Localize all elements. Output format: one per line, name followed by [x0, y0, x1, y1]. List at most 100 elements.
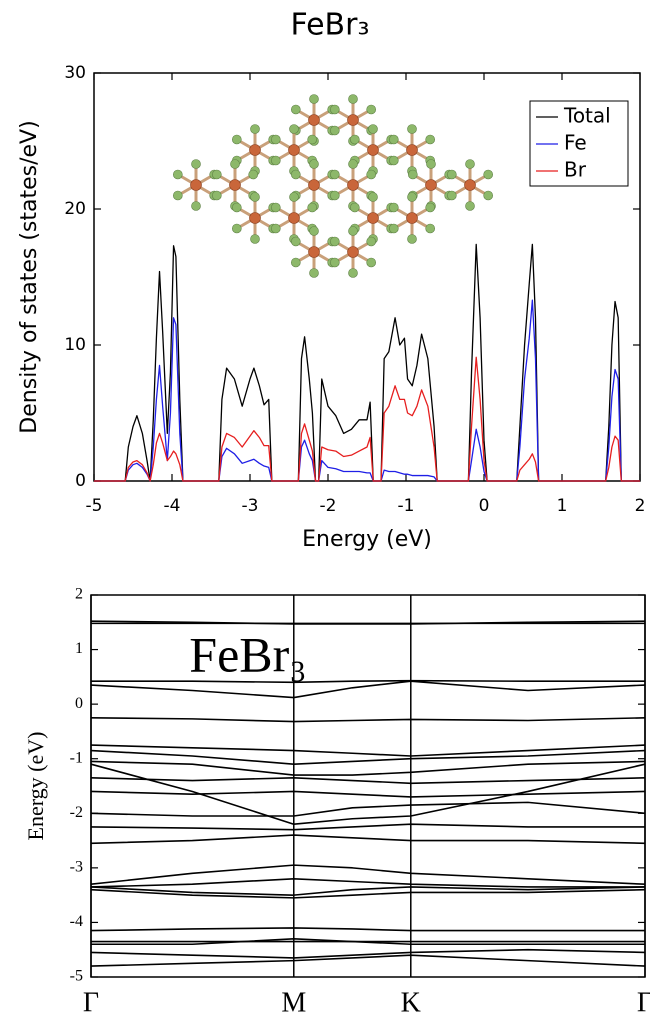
br-atom	[389, 223, 399, 234]
br-atom	[348, 226, 358, 236]
br-atom	[368, 124, 378, 134]
fe-atom	[464, 179, 476, 191]
fe-atom	[367, 212, 379, 224]
br-atom	[212, 190, 222, 201]
series-line	[90, 927, 645, 932]
y-tick-label: 20	[64, 199, 86, 219]
series-line	[91, 938, 645, 946]
y-tick-label: 30	[64, 63, 86, 83]
y-tick-label: -5	[70, 968, 83, 985]
br-atom	[248, 169, 258, 180]
fe-atom	[347, 246, 359, 258]
chart-title: FeBr₃	[189, 626, 306, 682]
series-line	[90, 888, 646, 899]
fe-atom	[347, 114, 359, 126]
br-atom	[232, 223, 242, 234]
series-line	[90, 777, 646, 785]
x-tick-label: -1	[398, 496, 415, 516]
br-atom	[389, 134, 399, 145]
br-atom	[173, 190, 183, 201]
br-atom	[389, 202, 399, 213]
series-line	[90, 948, 646, 959]
br-atom	[407, 192, 417, 202]
fe-atom	[249, 144, 261, 156]
legend-label: Fe	[564, 131, 587, 155]
br-atom	[348, 268, 358, 278]
y-tick-label: -1	[70, 749, 83, 766]
br-atom	[173, 169, 183, 180]
br-atom	[447, 190, 457, 201]
br-atom	[389, 155, 399, 166]
x-tick-label: Γ	[83, 987, 99, 1018]
fe-atom	[347, 179, 359, 191]
x-tick-label: 1	[557, 496, 568, 516]
br-atom	[291, 236, 301, 247]
br-atom	[330, 257, 340, 268]
chart-title: FeBr₃	[290, 8, 369, 43]
br-atom	[309, 268, 319, 278]
x-tick-label: K	[401, 987, 421, 1018]
br-atom	[230, 159, 240, 169]
fe-atom	[425, 179, 437, 191]
series-line	[90, 877, 645, 888]
br-atom	[309, 226, 319, 236]
y-tick-label: 0	[75, 471, 86, 491]
fe-atom	[308, 114, 320, 126]
br-atom	[483, 169, 493, 180]
br-atom	[250, 192, 260, 202]
x-tick-label: M	[281, 987, 306, 1018]
br-atom	[191, 201, 201, 211]
br-atom	[330, 190, 340, 201]
x-tick-label: -4	[164, 496, 181, 516]
br-atom	[366, 236, 376, 247]
br-atom	[366, 169, 376, 180]
y-axis-label: Energy (eV)	[23, 732, 48, 841]
br-atom	[271, 223, 281, 234]
x-tick-label: 0	[479, 496, 490, 516]
br-atom	[271, 134, 281, 145]
br-atom	[291, 257, 301, 268]
fe-atom	[367, 144, 379, 156]
series-line	[90, 954, 646, 967]
br-atom	[191, 159, 201, 169]
series-line	[90, 744, 646, 757]
x-tick-label: -2	[320, 496, 337, 516]
br-atom	[407, 124, 417, 134]
br-atom	[309, 159, 319, 169]
series-line	[90, 760, 646, 776]
br-atom	[366, 104, 376, 115]
br-atom	[408, 169, 418, 180]
x-axis-label: Energy (eV)	[302, 527, 432, 552]
br-atom	[330, 169, 340, 180]
series-line	[90, 763, 646, 825]
series-line	[94, 356, 640, 482]
y-tick-label: -4	[70, 913, 83, 930]
br-atom	[350, 134, 360, 145]
br-atom	[271, 202, 281, 213]
br-atom	[425, 223, 435, 234]
y-tick-label: 10	[64, 335, 86, 355]
br-atom	[232, 134, 242, 145]
legend-label: Br	[564, 158, 587, 182]
series-line	[90, 823, 645, 831]
fe-atom	[406, 212, 418, 224]
br-atom	[407, 234, 417, 244]
series-line	[90, 749, 646, 765]
series-line	[90, 790, 646, 798]
fe-atom	[288, 144, 300, 156]
br-atom	[425, 134, 435, 145]
br-atom	[348, 94, 358, 104]
fe-atom	[249, 212, 261, 224]
y-tick-label: 2	[75, 586, 83, 603]
plot-frame	[93, 72, 641, 482]
series-line	[90, 716, 646, 723]
br-atom	[307, 134, 317, 145]
series-line	[90, 886, 646, 896]
br-atom	[289, 124, 299, 134]
br-atom	[250, 234, 260, 244]
y-axis-label: Density of states (states/eV)	[17, 120, 42, 433]
y-tick-label: 1	[75, 640, 83, 657]
br-atom	[366, 257, 376, 268]
y-tick-label: -3	[70, 859, 83, 876]
